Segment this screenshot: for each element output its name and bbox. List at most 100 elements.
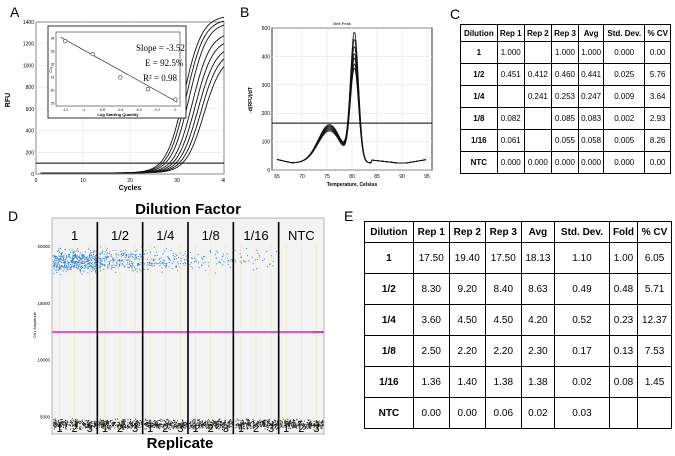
positive-droplet (100, 246, 102, 248)
negative-droplet (291, 425, 293, 427)
negative-droplet (194, 422, 196, 424)
negative-droplet (148, 424, 150, 426)
positive-droplet (135, 268, 137, 270)
positive-droplet (222, 254, 224, 256)
positive-droplet (89, 250, 91, 252)
negative-droplet (318, 420, 320, 422)
table-cell: 0.247 (578, 85, 605, 108)
positive-droplet (56, 266, 58, 268)
negative-droplet (173, 425, 175, 427)
table-cell (523, 107, 552, 130)
negative-droplet (105, 423, 107, 425)
negative-droplet (122, 427, 123, 428)
negative-droplet (190, 425, 192, 427)
inset-y-tick-label: 29 (51, 102, 55, 106)
positive-droplet (89, 252, 91, 254)
negative-droplet (90, 428, 92, 430)
negative-droplet (217, 421, 219, 423)
positive-droplet (93, 252, 95, 254)
negative-droplet (212, 419, 214, 421)
negative-droplet (152, 425, 154, 427)
negative-droplet (178, 423, 179, 425)
negative-droplet (317, 425, 319, 427)
table-cell: 0.52 (554, 304, 610, 336)
negative-droplet (200, 421, 202, 423)
table-header-row: Dilution Rep 1 Rep 2 Rep 3 Avg Std. Dev. Fold%… (364, 221, 672, 243)
negative-droplet (56, 424, 58, 425)
negative-droplet (299, 426, 301, 428)
negative-droplet (318, 426, 320, 428)
positive-droplet (161, 267, 163, 269)
positive-droplet (89, 265, 91, 267)
negative-droplet (82, 424, 84, 426)
negative-droplet (224, 427, 226, 429)
negative-droplet (216, 421, 218, 423)
positive-droplet (109, 251, 111, 253)
negative-droplet (190, 421, 192, 423)
replicate-footer: Replicate (147, 435, 214, 450)
positive-droplet (143, 269, 145, 271)
positive-droplet (92, 261, 94, 263)
positive-droplet (72, 251, 74, 253)
negative-droplet (88, 426, 90, 428)
negative-droplet (165, 428, 167, 430)
positive-droplet (218, 261, 220, 263)
positive-droplet (126, 254, 127, 255)
negative-droplet (154, 420, 156, 422)
positive-droplet (102, 251, 104, 253)
negative-droplet (103, 422, 105, 424)
row-label-cell: 1 (460, 41, 498, 64)
positive-droplet (102, 264, 104, 266)
negative-droplet (151, 423, 153, 425)
negative-droplet (90, 421, 92, 423)
negative-droplet (276, 427, 278, 429)
negative-droplet (135, 420, 137, 422)
x-tick-label: 95 (424, 174, 430, 180)
negative-droplet (284, 422, 285, 424)
positive-droplet (106, 252, 108, 254)
negative-droplet (285, 421, 287, 423)
positive-droplet (251, 256, 253, 258)
negative-droplet (102, 424, 104, 426)
positive-droplet (61, 265, 63, 267)
positive-droplet (77, 258, 78, 260)
positive-droplet (214, 254, 216, 256)
negative-droplet (313, 424, 315, 426)
negative-droplet (101, 424, 103, 426)
dilution-group-label: 1/2 (111, 228, 129, 243)
positive-droplet (65, 271, 67, 273)
negative-droplet (76, 427, 78, 429)
positive-droplet (75, 264, 77, 266)
positive-droplet (90, 259, 92, 261)
negative-droplet (75, 424, 76, 426)
table-cell: 1.40 (448, 366, 486, 398)
positive-droplet (66, 255, 68, 257)
negative-droplet (212, 423, 214, 425)
negative-droplet (291, 423, 293, 425)
positive-droplet (124, 265, 126, 267)
positive-droplet (94, 260, 96, 262)
positive-droplet (82, 257, 83, 259)
negative-droplet (124, 422, 125, 424)
negative-droplet (149, 422, 151, 424)
positive-droplet (111, 265, 113, 267)
row-label-cell: 1/2 (460, 63, 498, 86)
positive-droplet (63, 255, 65, 257)
negative-droplet (124, 426, 126, 428)
positive-droplet (190, 251, 192, 253)
negative-droplet (116, 418, 118, 420)
negative-droplet (223, 423, 225, 425)
negative-droplet (226, 426, 228, 428)
positive-droplet (131, 264, 133, 266)
positive-droplet (61, 266, 63, 268)
negative-droplet (307, 420, 309, 421)
negative-droplet (276, 428, 277, 430)
negative-droplet (157, 423, 159, 425)
negative-droplet (243, 426, 245, 427)
positive-droplet (63, 268, 65, 270)
positive-droplet (72, 258, 74, 260)
negative-droplet (246, 422, 248, 424)
negative-droplet (309, 427, 311, 429)
negative-droplet (138, 424, 140, 426)
negative-droplet (53, 419, 55, 421)
